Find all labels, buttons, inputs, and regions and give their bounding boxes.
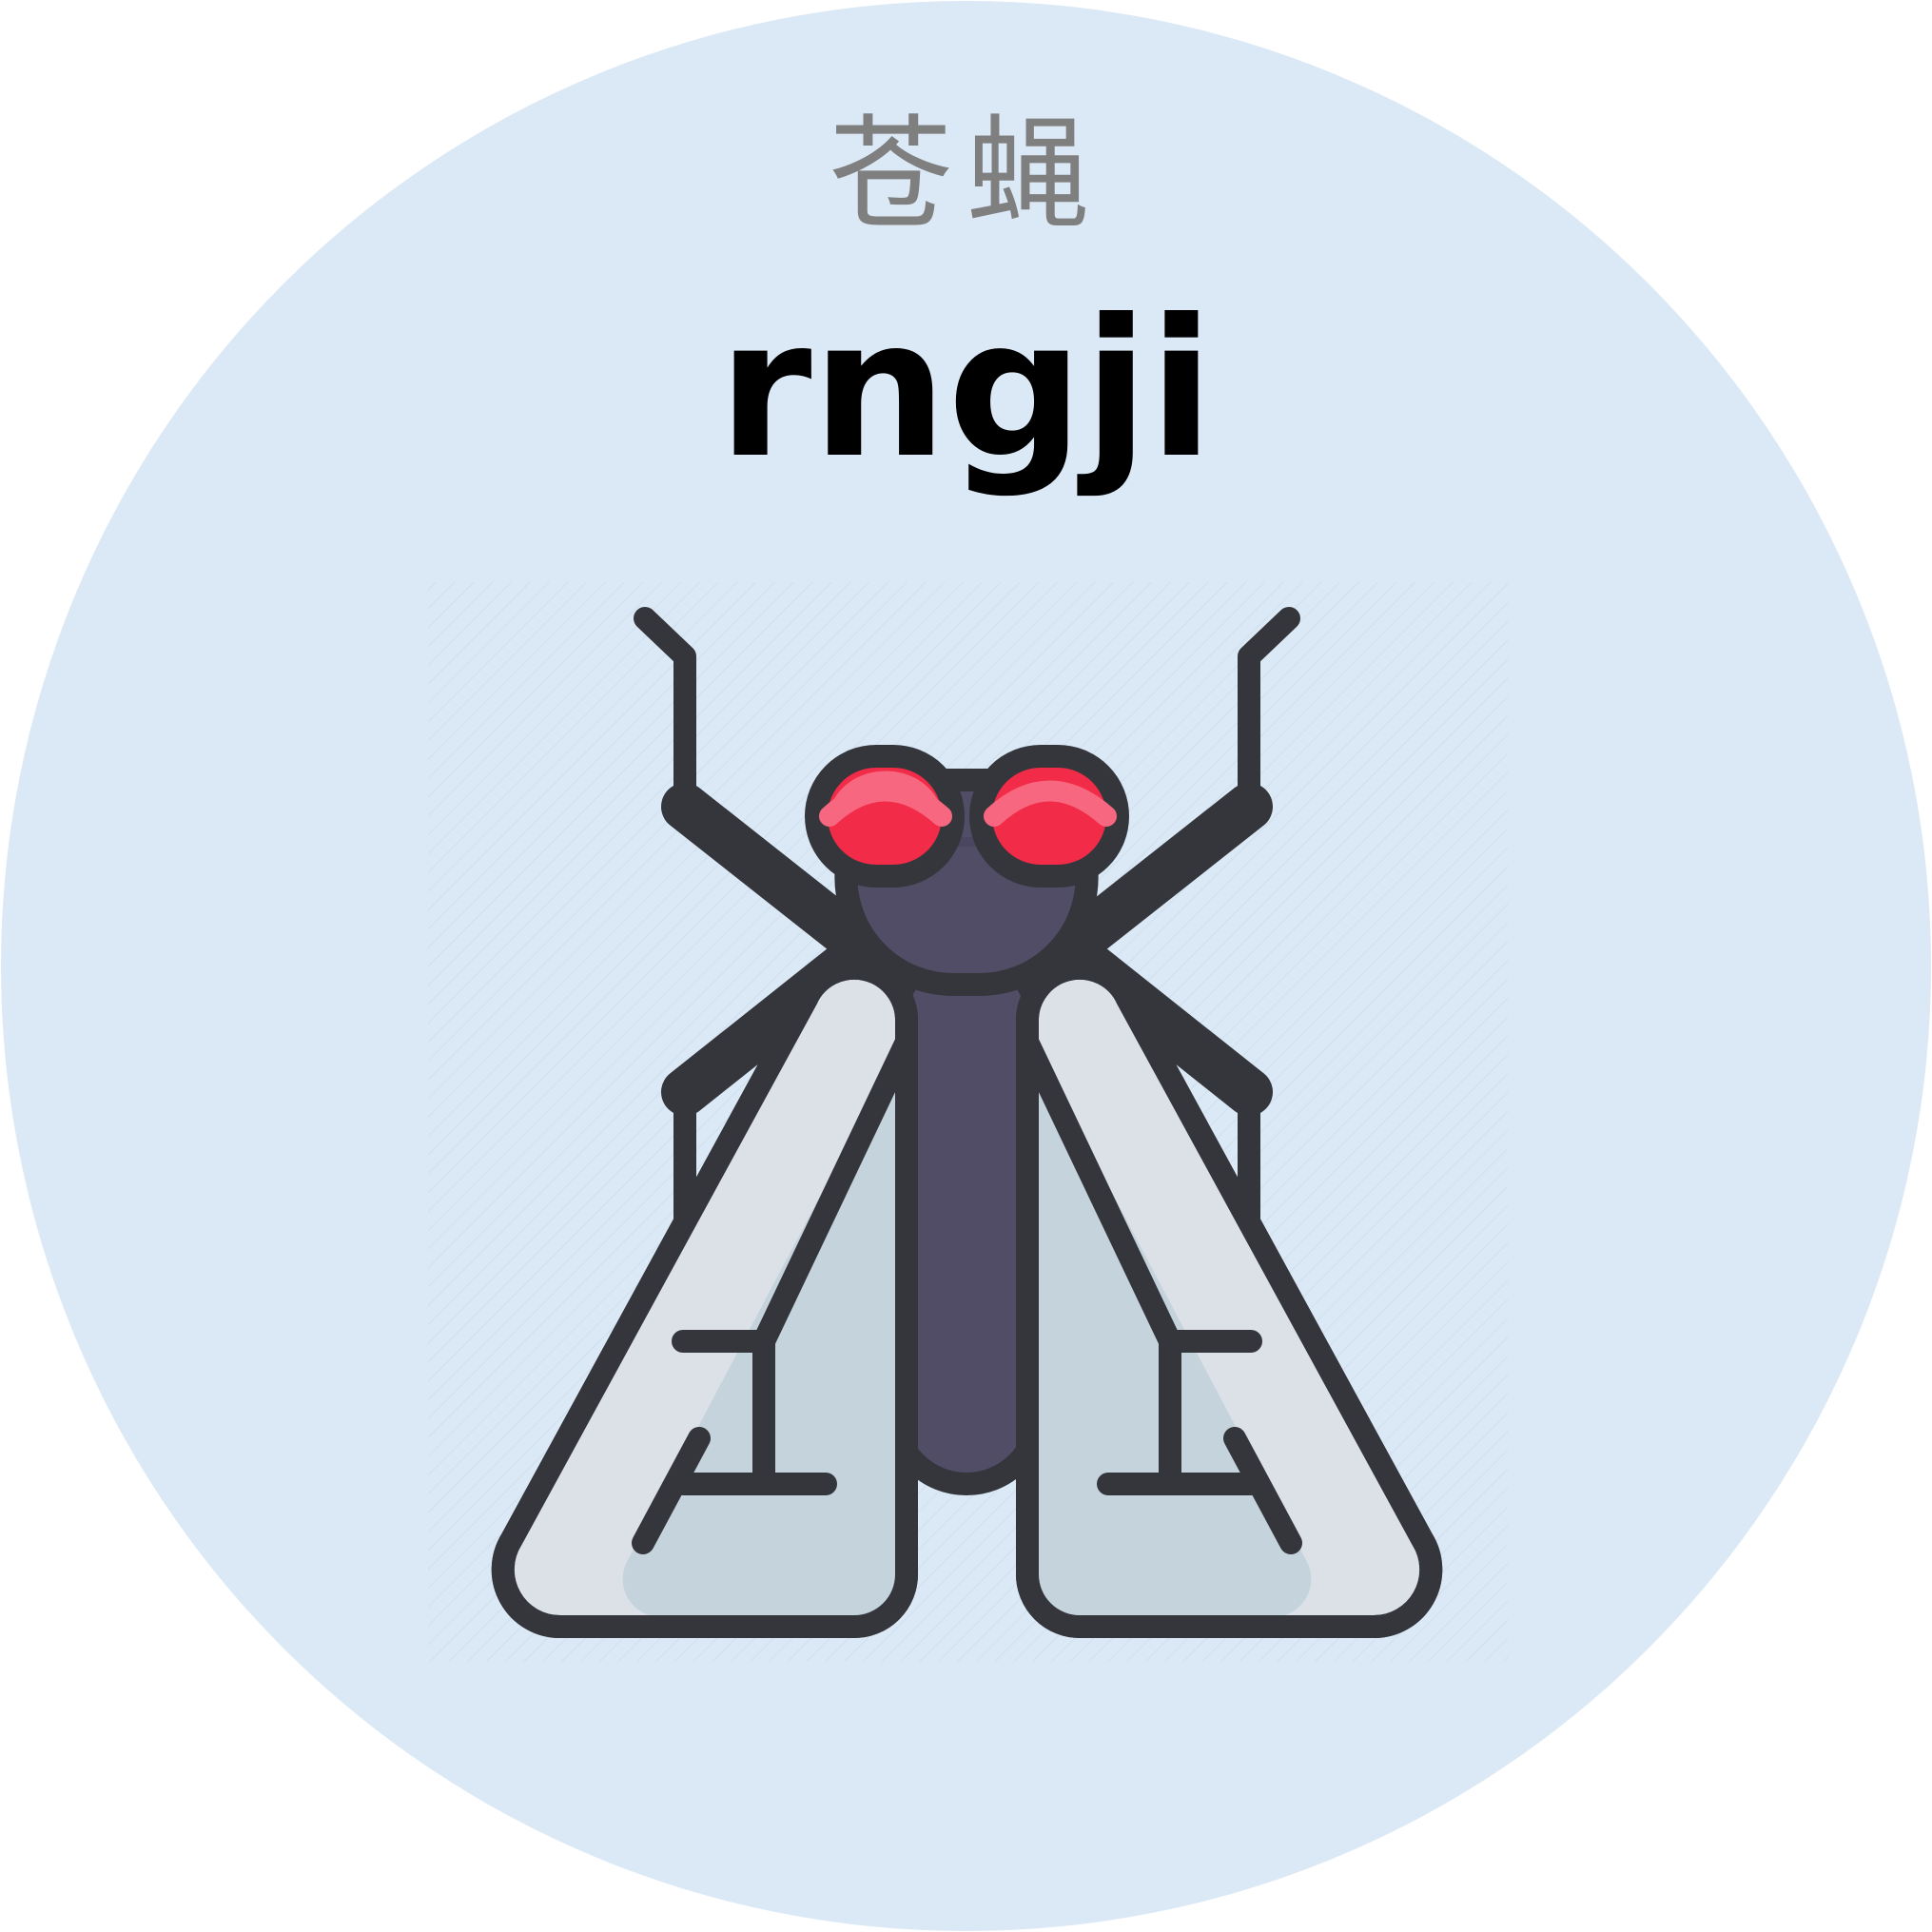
right-wing — [1015, 956, 1443, 1639]
right-antenna — [1238, 607, 1300, 820]
left-eye — [805, 745, 965, 888]
left-antenna — [634, 607, 696, 820]
housefly-icon — [428, 582, 1508, 1662]
hanzi-label: 苍蝇 — [829, 102, 1103, 246]
left-wing — [491, 956, 919, 1639]
pinyin-label: rngji — [717, 279, 1215, 500]
right-eye — [969, 745, 1129, 888]
